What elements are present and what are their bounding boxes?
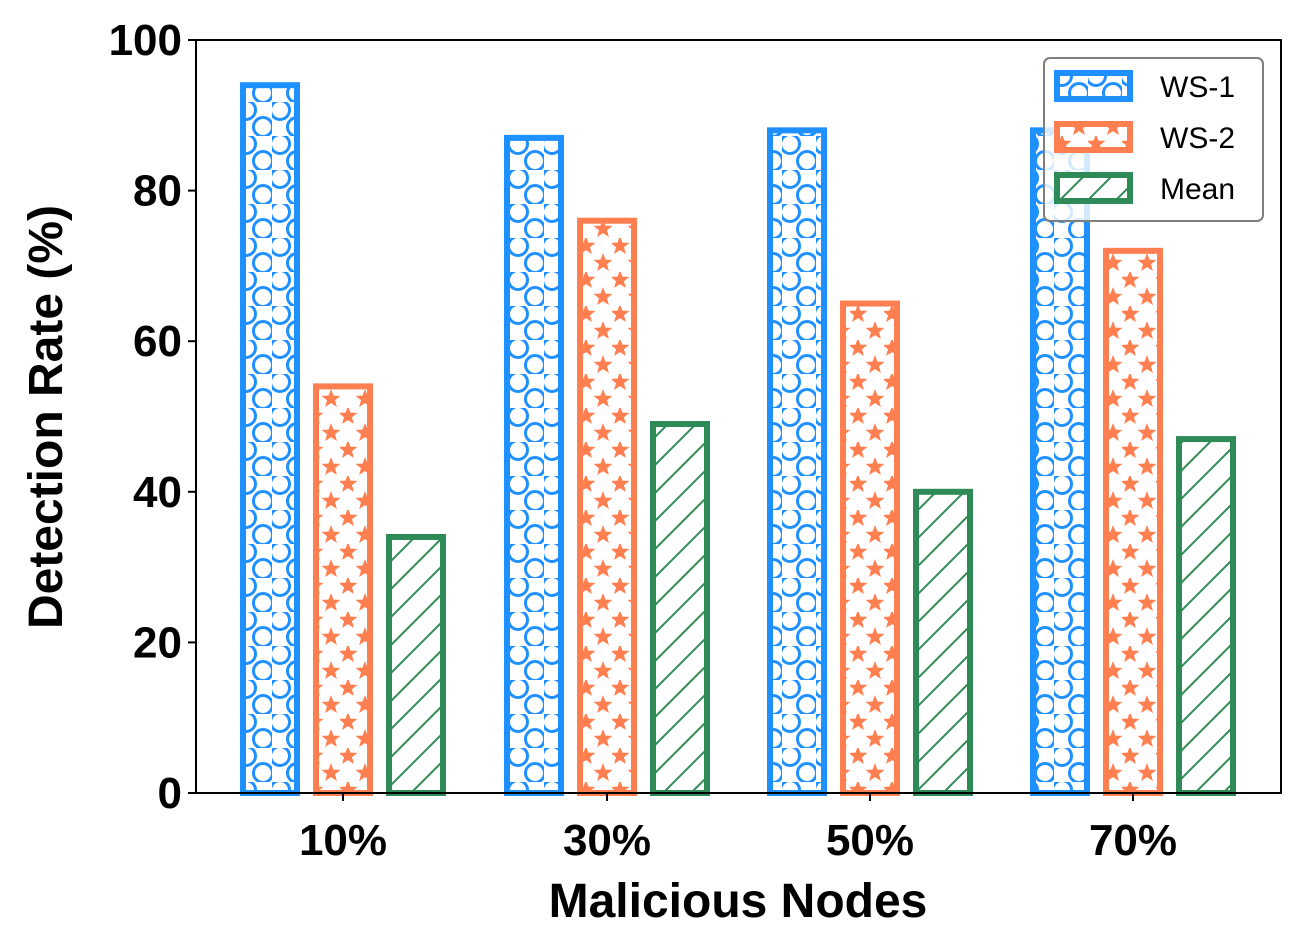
plot-frame [195, 39, 1282, 794]
y-tick-label: 20 [133, 618, 182, 667]
bar-ws-1-30pct [504, 134, 564, 796]
x-tick-label: 70% [1089, 816, 1177, 865]
x-tick-label: 30% [563, 816, 651, 865]
bar-mean-30pct [650, 421, 710, 796]
bar-ws-1-70pct [1030, 127, 1090, 797]
y-tick-label: 100 [109, 16, 182, 65]
legend-swatch-ws-1 [1054, 70, 1133, 102]
legend: WS-1 WS-2 Mean [1043, 57, 1264, 222]
legend-swatch-ws-2 [1054, 121, 1133, 153]
legend-label-ws-2: WS-2 [1160, 122, 1235, 155]
x-axis: 10% 30% 50% 70% [299, 793, 1177, 865]
y-tick-label: 80 [133, 167, 182, 216]
x-axis-title: Malicious Nodes [549, 875, 928, 928]
legend-entries: WS-1 WS-2 Mean [1054, 70, 1235, 206]
bar-ws-1-50pct [767, 127, 827, 797]
bar-ws-2-30pct [577, 217, 637, 797]
y-tick-label: 40 [133, 468, 182, 517]
legend-label-ws-1: WS-1 [1160, 71, 1235, 104]
y-axis-title: Detection Rate (%) [20, 205, 73, 629]
bar-ws-1-10pct [240, 82, 300, 797]
y-axis: 0 20 40 60 80 100 [109, 16, 196, 818]
y-tick-label: 60 [133, 317, 182, 366]
bar-ws-2-70pct [1103, 247, 1163, 796]
legend-swatch-mean [1054, 172, 1133, 204]
legend-label-mean: Mean [1160, 173, 1235, 206]
bars-layer [240, 82, 1236, 797]
bar-ws-2-50pct [840, 300, 900, 796]
bar-mean-10pct [386, 533, 446, 796]
bar-mean-50pct [913, 488, 973, 796]
x-tick-label: 50% [826, 816, 914, 865]
bar-ws-2-10pct [313, 383, 373, 796]
y-tick-label: 0 [158, 769, 182, 818]
bar-mean-70pct [1176, 436, 1236, 796]
x-tick-label: 10% [299, 816, 387, 865]
